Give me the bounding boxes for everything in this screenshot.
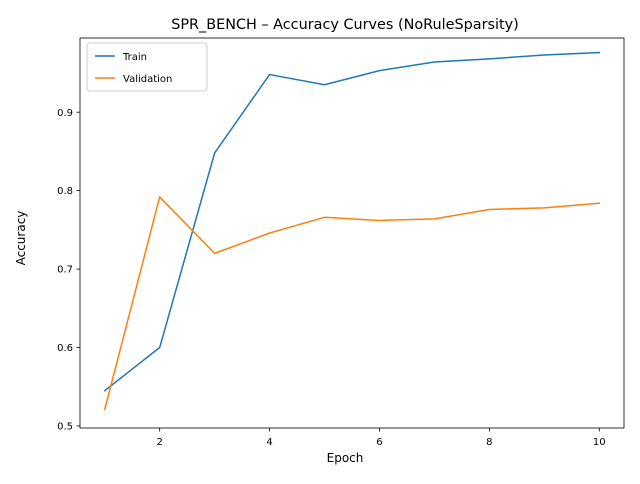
y-tick-label: 0.7 [57,265,73,276]
legend-label-validation: Validation [123,74,172,85]
plot-area: 2 4 6 8 10 0.5 0.6 0.7 0.8 0.9 Train Validation [57,37,625,448]
x-tick-label: 10 [593,437,606,448]
y-tick-label: 0.6 [57,343,73,354]
x-axis-label: Epoch [327,451,364,465]
series-line-train [103,51,601,392]
series-line-validation [103,196,601,411]
x-tick-label: 8 [486,437,492,448]
x-tick-label: 2 [156,437,162,448]
y-tick-label: 0.8 [57,186,73,197]
y-axis-label: Accuracy [14,211,28,266]
axes-frame [79,37,625,429]
x-tick-label: 6 [376,437,382,448]
chart-title: SPR_BENCH – Accuracy Curves (NoRuleSpars… [171,17,519,33]
legend-box [86,42,208,92]
y-tick-label: 0.9 [57,108,73,119]
legend-label-train: Train [122,52,147,63]
y-tick-label: 0.5 [57,422,73,433]
x-tick-label: 4 [266,437,272,448]
